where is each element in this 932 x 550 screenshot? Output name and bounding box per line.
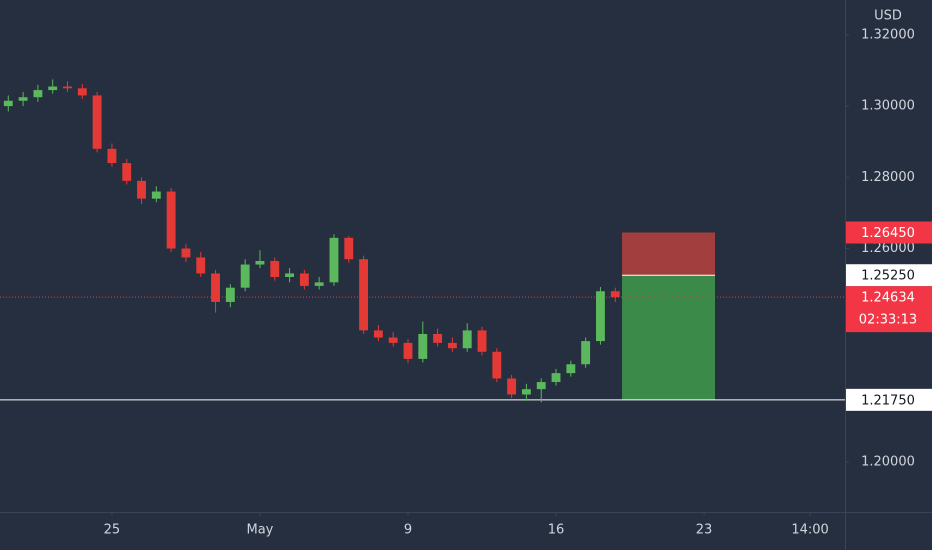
countdown-label: 02:33:13 [859, 313, 917, 328]
candle-body [151, 191, 161, 199]
candle-body [329, 237, 339, 283]
candle-body [581, 341, 591, 365]
y-tick-label: 1.32000 [861, 27, 915, 42]
price-label-box [846, 264, 932, 287]
candle-body [137, 180, 146, 199]
x-tick-label: 16 [548, 523, 565, 538]
candle-body [92, 95, 102, 149]
price-label: 1.26450 [861, 226, 915, 241]
candle-body [566, 364, 576, 374]
candle-body [122, 163, 132, 181]
candle-body [492, 351, 502, 379]
target-zone [622, 275, 716, 400]
y-tick-label: 1.28000 [861, 170, 915, 185]
candle-body [63, 86, 72, 89]
candle-body [107, 148, 117, 164]
candle-body [255, 260, 265, 265]
price-label: 1.25250 [861, 269, 915, 284]
candle-body [48, 86, 58, 91]
y-tick-label: 1.20000 [861, 455, 915, 470]
candle-body [403, 342, 413, 359]
current-price-box [846, 286, 932, 333]
candle-body [551, 373, 561, 383]
candle-body [433, 333, 443, 343]
candle-body [196, 257, 206, 274]
candle-body [462, 330, 472, 349]
x-tick-label: 23 [696, 523, 713, 538]
candle-body [299, 273, 309, 286]
price-label-box [846, 388, 932, 411]
candle-body [314, 282, 324, 286]
candle-body [211, 273, 220, 302]
candle-body [166, 191, 176, 249]
x-tick-label: May [247, 523, 274, 538]
candle-body [388, 337, 398, 343]
candle-body [596, 291, 605, 342]
candle-body [610, 291, 620, 298]
candle-body [285, 273, 295, 278]
candle-body [18, 97, 28, 101]
candle-body [225, 287, 235, 302]
x-tick-label: 25 [104, 523, 121, 538]
y-tick-label: 1.26000 [861, 241, 915, 256]
current-price-label: 1.24634 [861, 291, 915, 306]
candle-body [33, 90, 43, 98]
x-tick-label: 14:00 [791, 523, 828, 538]
candle-body [240, 264, 250, 288]
y-tick-label: 1.30000 [861, 99, 915, 114]
candle-body [270, 260, 280, 278]
stop-zone [622, 232, 716, 276]
candle-body [507, 378, 517, 395]
candle-body [3, 100, 13, 107]
axis-unit: USD [874, 9, 902, 24]
candle-body [447, 342, 457, 349]
candle-body [373, 330, 383, 338]
price-label-box [846, 221, 932, 244]
candle-body [77, 88, 87, 96]
x-tick-label: 9 [404, 523, 412, 538]
candle-body [418, 333, 428, 359]
candle-body [521, 389, 531, 395]
candle-body [344, 237, 354, 260]
candle-body [477, 330, 487, 352]
candle-body [181, 248, 191, 258]
candle-body [536, 382, 546, 390]
price-label: 1.21750 [861, 393, 915, 408]
candle-body [359, 259, 369, 331]
